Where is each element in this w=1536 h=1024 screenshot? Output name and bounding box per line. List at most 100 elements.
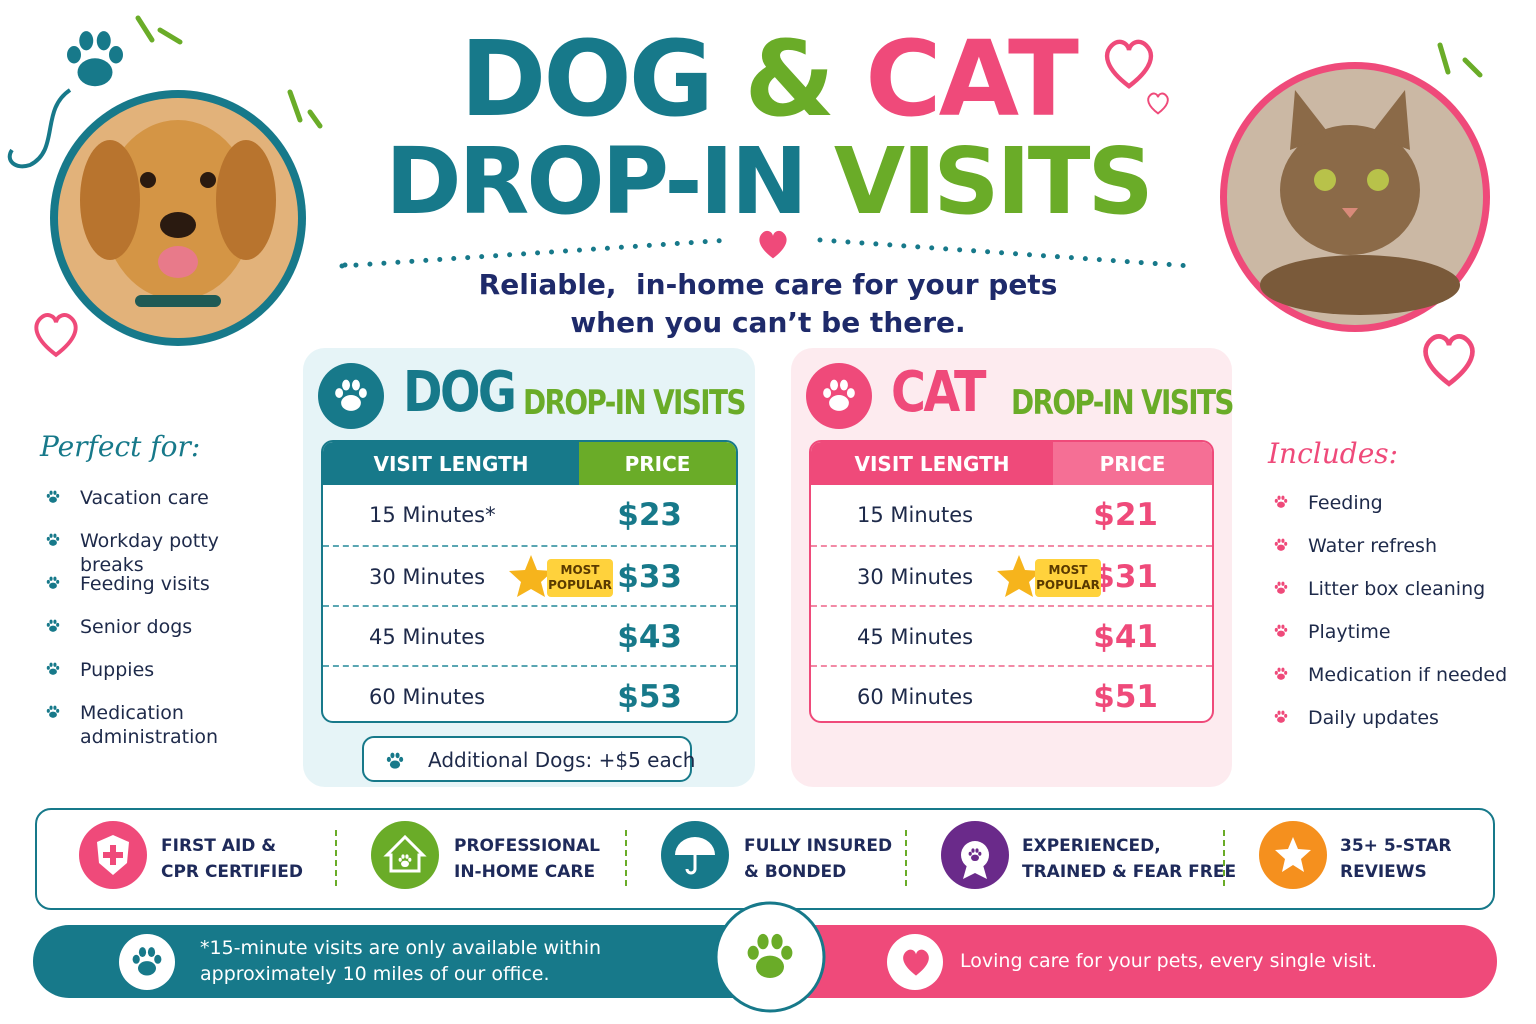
icon — [40, 656, 66, 686]
list-item: Medication administration — [80, 702, 219, 748]
price-row: 15 Minutes* $23 — [323, 485, 736, 545]
feature-icon — [78, 820, 148, 894]
title-word: VISITS — [833, 128, 1154, 235]
icon-svg — [1274, 667, 1288, 680]
panel-heading: CAT — [891, 360, 986, 425]
list-title: Includes: — [1268, 437, 1399, 470]
visit-length: 30 Minutes — [369, 565, 486, 589]
icon — [1268, 704, 1294, 734]
feature-icon-svg — [661, 821, 729, 889]
icon — [1268, 532, 1294, 562]
icon-svg — [806, 363, 872, 429]
list-item: Puppies — [80, 659, 155, 681]
feature-line: CPR CERTIFIED — [161, 862, 303, 882]
feature-divider — [335, 830, 337, 886]
price: $21 — [1093, 497, 1158, 533]
price: $31 — [1093, 559, 1158, 595]
price: $53 — [617, 679, 682, 715]
feature-text: 35+ 5-STAR REVIEWS — [1340, 808, 1451, 910]
feature-icon-svg — [371, 821, 439, 889]
price-table: VISIT LENGTH PRICE 15 Minutes $21 30 Minutes… — [809, 440, 1214, 723]
feature-text: EXPERIENCED, TRAINED & FEAR FREE — [1022, 808, 1236, 910]
feature-line: TRAINED & FEAR FREE — [1022, 862, 1237, 882]
icon — [1268, 618, 1294, 648]
feature-lines: PROFESSIONAL IN-HOME CARE — [454, 833, 600, 885]
icon — [1268, 575, 1294, 605]
list-item: Water refresh — [1308, 535, 1438, 557]
feature-line: REVIEWS — [1340, 862, 1427, 882]
icon-svg — [1274, 538, 1288, 551]
icon — [40, 484, 66, 514]
title-word: CAT — [865, 18, 1079, 140]
column-header: VISIT LENGTH — [323, 442, 579, 485]
column-header: VISIT LENGTH — [811, 442, 1053, 485]
icon-svg — [318, 363, 384, 429]
star-icon — [509, 555, 553, 597]
feature-line: FULLY INSURED — [744, 836, 893, 856]
price: $23 — [617, 497, 682, 533]
list-item: Litter box cleaning — [1308, 578, 1486, 600]
additional-note: Additional Dogs: +$5 each — [362, 736, 695, 782]
icon-svg — [1274, 581, 1288, 594]
feature-lines: EXPERIENCED, TRAINED & FEAR FREE — [1022, 833, 1236, 885]
title-word: & — [744, 18, 835, 140]
list-item: Daily updates — [1308, 707, 1439, 729]
list-item: Playtime — [1308, 621, 1391, 643]
icon — [40, 699, 66, 729]
list-item: Vacation care — [80, 487, 209, 509]
icon-svg — [46, 490, 60, 503]
icon — [378, 744, 412, 782]
price: $33 — [617, 559, 682, 595]
list-item: Medication if needed — [1308, 664, 1508, 686]
visit-length: 15 Minutes — [857, 503, 974, 527]
icon-svg — [1274, 710, 1288, 723]
feature-line: IN-HOME CARE — [454, 862, 596, 882]
footer-note-line: *15-minute visits are only available wit… — [200, 937, 602, 959]
footer-tagline: Loving care for your pets, every single … — [960, 950, 1378, 972]
feature-icon-svg — [79, 821, 147, 889]
feature-lines: 35+ 5-STAR REVIEWS — [1340, 833, 1451, 885]
badge: MOST POPULAR — [1035, 559, 1101, 597]
price-row: 45 Minutes $41 — [811, 605, 1212, 665]
feature-icon — [940, 820, 1010, 894]
icon-svg — [1274, 495, 1288, 508]
feature-icon — [1258, 820, 1328, 894]
footer-icon — [119, 934, 175, 990]
icon-svg — [46, 662, 60, 675]
icon — [40, 613, 66, 643]
price-row: 15 Minutes $21 — [811, 485, 1212, 545]
panel-subheading: DROP-IN VISITS — [523, 383, 746, 423]
icon — [318, 363, 384, 433]
feature-text: FULLY INSURED & BONDED — [744, 808, 892, 910]
feature-line: EXPERIENCED, — [1022, 836, 1161, 856]
visit-length: 45 Minutes — [857, 625, 974, 649]
panel-heading: DOG — [403, 360, 517, 425]
panel-subheading: DROP-IN VISITS — [1011, 383, 1234, 423]
price-table: VISIT LENGTH PRICE 15 Minutes* $23 30 Minute… — [321, 440, 738, 723]
feature-line: & BONDED — [744, 862, 847, 882]
feature-icon-svg — [1259, 821, 1327, 889]
icon — [1268, 661, 1294, 691]
icon — [40, 527, 66, 557]
icon — [40, 570, 66, 600]
footer-note: *15-minute visits are only available wit… — [200, 935, 601, 987]
feature-text: FIRST AID & CPR CERTIFIED — [161, 808, 303, 910]
title-word: DROP-IN — [385, 128, 808, 235]
visit-length: 15 Minutes* — [369, 503, 496, 527]
visit-length: 30 Minutes — [857, 565, 974, 589]
price-row: 30 Minutes $31 MOST POPULAR — [811, 545, 1212, 605]
badge: MOST POPULAR — [547, 559, 613, 597]
title-line-1: DOG & CAT — [0, 18, 1536, 140]
icon-svg — [386, 752, 404, 769]
list-item: Senior dogs — [80, 616, 193, 638]
price: $43 — [617, 619, 682, 655]
column-header: PRICE — [1053, 442, 1212, 485]
icon-svg — [46, 619, 60, 632]
star — [996, 553, 1042, 603]
feature-lines: FULLY INSURED & BONDED — [744, 833, 892, 885]
title-word: DOG — [460, 18, 714, 140]
list-title: Perfect for: — [40, 430, 201, 463]
footer-icon — [887, 934, 943, 990]
feature-icon — [660, 820, 730, 894]
